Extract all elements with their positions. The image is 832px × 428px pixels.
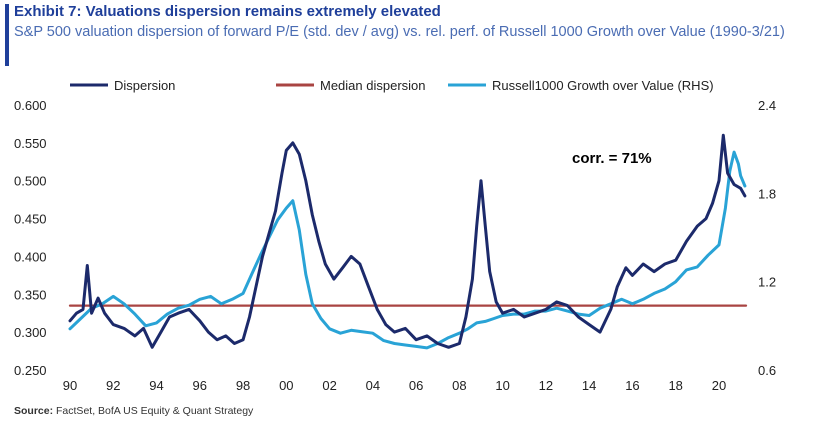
left-tick-label: 0.300 <box>14 325 47 340</box>
chart-title: Exhibit 7: Valuations dispersion remains… <box>14 3 441 20</box>
x-axis: 90 92 94 96 98 00 02 04 06 08 10 12 14 16 18 20 <box>63 378 726 393</box>
correlation-annotation: corr. = 71% <box>572 150 652 167</box>
x-tick-label: 96 <box>193 378 207 393</box>
left-tick-label: 0.600 <box>14 98 47 113</box>
x-tick-label: 06 <box>409 378 423 393</box>
x-tick-label: 92 <box>106 378 120 393</box>
title-accent-bar <box>5 4 9 66</box>
x-tick-label: 14 <box>582 378 596 393</box>
series-line-russell1000-growth-over-value-rhs <box>68 150 747 350</box>
right-tick-label: 1.2 <box>758 275 776 290</box>
source-text: FactSet, BofA US Equity & Quant Strategy <box>56 405 254 417</box>
x-tick-label: 02 <box>322 378 336 393</box>
x-tick-label: 16 <box>625 378 639 393</box>
x-tick-label: 18 <box>668 378 682 393</box>
left-tick-label: 0.350 <box>14 287 47 302</box>
legend: Dispersion Median dispersion Russell1000 G… <box>70 78 714 93</box>
series-line-dispersion <box>68 133 747 349</box>
legend-label: Dispersion <box>114 78 175 93</box>
source-label: Source: <box>14 405 54 417</box>
x-tick-label: 98 <box>236 378 250 393</box>
x-tick-label: 20 <box>712 378 726 393</box>
legend-label: Median dispersion <box>320 78 426 93</box>
x-tick-label: 94 <box>149 378 163 393</box>
x-tick-label: 90 <box>63 378 77 393</box>
left-tick-label: 0.550 <box>14 136 47 151</box>
chart-subtitle: S&P 500 valuation dispersion of forward … <box>14 24 785 40</box>
right-tick-label: 0.6 <box>758 363 776 378</box>
source-note: Source: FactSet, BofA US Equity & Quant … <box>14 405 253 417</box>
left-tick-label: 0.250 <box>14 363 47 378</box>
right-tick-label: 1.8 <box>758 186 776 201</box>
right-tick-label: 2.4 <box>758 98 776 113</box>
legend-label: Russell1000 Growth over Value (RHS) <box>492 78 714 93</box>
left-tick-label: 0.450 <box>14 212 47 227</box>
x-tick-label: 08 <box>452 378 466 393</box>
x-tick-label: 04 <box>366 378 380 393</box>
left-tick-label: 0.500 <box>14 174 47 189</box>
x-tick-label: 12 <box>539 378 553 393</box>
left-tick-label: 0.400 <box>14 249 47 264</box>
series-layer <box>68 133 748 350</box>
right-axis: 0.6 1.2 1.8 2.4 <box>758 98 776 378</box>
left-axis: 0.250 0.300 0.350 0.400 0.450 0.500 0.550 0.600 <box>14 98 47 378</box>
x-tick-label: 00 <box>279 378 293 393</box>
x-tick-label: 10 <box>495 378 509 393</box>
